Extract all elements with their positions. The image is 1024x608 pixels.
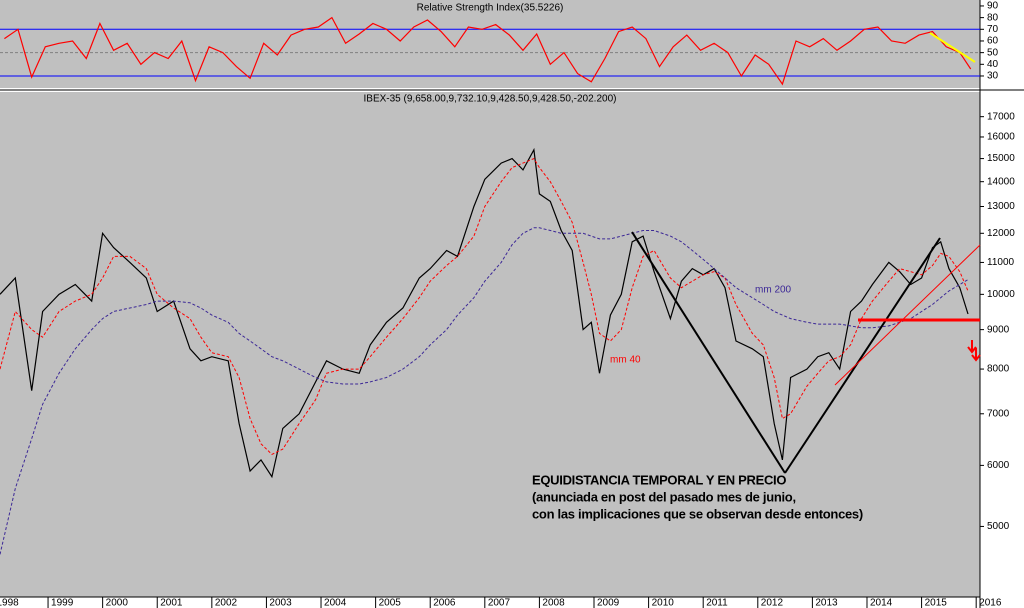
series-line [4,16,972,86]
x-tick-label: 1999 [51,598,74,608]
trend-line [834,244,981,386]
y-tick-label: 6000 [987,460,1010,471]
y-tick-label: 70 [987,24,999,35]
y-tick-label: 5000 [987,521,1010,532]
arrows [967,340,981,362]
rsi-panel [0,0,980,88]
y-tick-label: 15000 [987,153,1015,164]
series-line [0,227,969,555]
annotation: mm 200 [755,285,792,296]
y-tick-label: 60 [987,36,999,47]
x-tick-label: 2008 [542,598,565,608]
x-tick-label: 1998 [0,598,19,608]
x-tick-label: 2013 [815,598,838,608]
annotation: EQUIDISTANCIA TEMPORAL Y EN PRECIO [532,472,786,487]
y-tick-label: 16000 [987,132,1015,143]
trend-lines [631,32,981,474]
rsi-trend [929,32,976,63]
y-tick-label: 9000 [987,324,1010,335]
y-tick-label: 13000 [987,201,1015,212]
x-tick-label: 2007 [488,598,511,608]
annotation: (anunciada en post del pasado mes de jun… [532,489,796,504]
y-tick-label: 40 [987,59,999,70]
x-tick-label: 2005 [379,598,402,608]
x-tick-label: 2006 [433,598,456,608]
trend-line [784,237,941,474]
x-tick-label: 2009 [597,598,620,608]
y-tick-label: 12000 [987,228,1015,239]
y-tick-label: 17000 [987,111,1015,122]
y-tick-label: 90 [987,1,999,12]
x-tick-label: 2014 [870,598,893,608]
x-tick-label: 2000 [106,598,129,608]
y-tick-label: 30 [987,71,999,82]
x-tick-label: 2004 [324,598,347,608]
x-tick-label: 2010 [652,598,675,608]
x-tick-label: 2015 [925,598,948,608]
x-tick-label: 2001 [160,598,183,608]
annotation: mm 40 [610,355,641,366]
series-line [0,147,969,479]
x-tick-label: 2012 [761,598,784,608]
x-tick-label: 2003 [269,598,292,608]
annotation: con las implicaciones que se observan de… [532,506,863,521]
y-tick-label: 8000 [987,364,1010,375]
price-title: IBEX-35 (9,658.00,9,732.10,9,428.50,9,42… [364,94,617,105]
x-tick-label: 2011 [706,598,728,608]
y-tick-label: 14000 [987,176,1015,187]
y-tick-label: 50 [987,47,999,58]
price-panel [0,92,980,597]
rsi-title: Relative Strength Index(35.5226) [417,3,564,14]
x-tick-label: 2002 [215,598,238,608]
x-tick-label: 2016 [979,598,1002,608]
series-line [0,157,969,456]
y-tick-label: 80 [987,12,999,23]
y-tick-label: 7000 [987,408,1010,419]
trend-line [631,231,786,474]
y-tick-label: 11000 [987,257,1015,268]
y-tick-label: 10000 [987,289,1015,300]
